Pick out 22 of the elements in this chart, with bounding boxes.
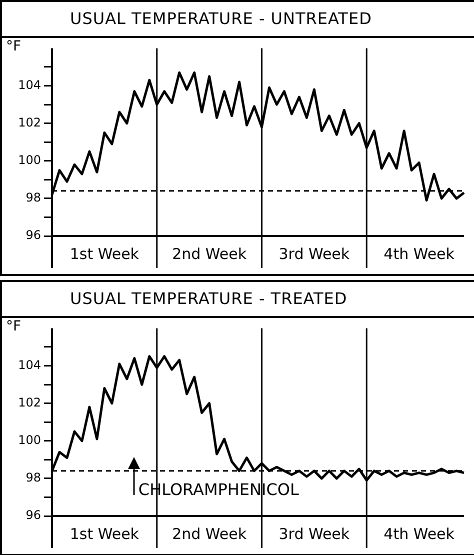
x-tick-label: 2nd Week: [172, 524, 247, 543]
y-tick-label: 102: [18, 395, 41, 410]
y-tick-label: 96: [26, 508, 41, 522]
x-tick-label: 2nd Week: [172, 244, 247, 263]
y-tick-label: 100: [18, 153, 41, 168]
y-tick-label: 96: [26, 228, 41, 242]
y-tick-label: 98: [26, 190, 41, 205]
y-axis-title: °F: [6, 38, 22, 55]
y-axis-title: °F: [6, 318, 22, 335]
x-tick-label: 4th Week: [384, 524, 455, 543]
x-tick-label: 3rd Week: [278, 524, 350, 543]
y-tick-label: 100: [18, 433, 41, 448]
chart-title: USUAL TEMPERATURE - UNTREATED: [2, 2, 474, 38]
x-tick-label: 4th Week: [384, 244, 455, 263]
y-tick-label: 104: [18, 358, 41, 372]
y-tick-label: 104: [18, 78, 41, 92]
x-tick-label: 1st Week: [70, 244, 140, 263]
x-tick-label: 3rd Week: [278, 244, 350, 263]
y-tick-label: 102: [18, 115, 41, 130]
x-tick-label: 1st Week: [70, 524, 140, 543]
y-tick-label: 98: [26, 470, 41, 485]
chart-title: USUAL TEMPERATURE - TREATED: [2, 282, 474, 318]
